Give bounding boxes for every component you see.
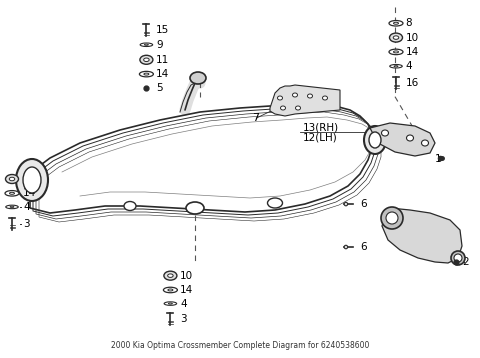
Ellipse shape <box>407 135 413 141</box>
Text: 9: 9 <box>156 40 163 50</box>
Ellipse shape <box>389 49 403 55</box>
Ellipse shape <box>9 177 15 181</box>
Text: 11: 11 <box>156 55 169 65</box>
Ellipse shape <box>23 167 41 193</box>
Ellipse shape <box>168 303 172 304</box>
Ellipse shape <box>124 202 136 211</box>
Text: 2000 Kia Optima Crossmember Complete Diagram for 6240538600: 2000 Kia Optima Crossmember Complete Dia… <box>111 341 369 350</box>
Polygon shape <box>370 123 435 156</box>
Ellipse shape <box>277 96 283 100</box>
Ellipse shape <box>421 140 429 146</box>
Ellipse shape <box>5 190 19 196</box>
Text: 15: 15 <box>156 25 169 35</box>
Ellipse shape <box>16 159 48 201</box>
Ellipse shape <box>308 94 312 98</box>
Ellipse shape <box>344 202 348 206</box>
Ellipse shape <box>382 130 388 136</box>
Ellipse shape <box>454 254 462 262</box>
Ellipse shape <box>144 58 149 62</box>
Text: 14: 14 <box>156 69 169 79</box>
Ellipse shape <box>163 287 178 293</box>
Text: 4: 4 <box>180 299 187 309</box>
Polygon shape <box>382 208 462 263</box>
Ellipse shape <box>386 212 398 224</box>
Text: 10: 10 <box>23 174 36 184</box>
Ellipse shape <box>394 51 398 53</box>
Text: 10: 10 <box>180 271 193 281</box>
Ellipse shape <box>389 33 403 42</box>
Text: 7: 7 <box>252 113 259 123</box>
Ellipse shape <box>144 73 149 75</box>
Ellipse shape <box>6 205 18 209</box>
Text: 5: 5 <box>156 83 163 93</box>
Ellipse shape <box>144 44 148 45</box>
Ellipse shape <box>393 36 399 39</box>
Text: 6: 6 <box>360 242 367 252</box>
Ellipse shape <box>394 22 398 24</box>
Text: 1: 1 <box>434 154 441 164</box>
Ellipse shape <box>190 72 206 84</box>
Ellipse shape <box>344 245 348 249</box>
Ellipse shape <box>390 64 402 68</box>
Ellipse shape <box>139 71 154 77</box>
Text: 10: 10 <box>406 33 419 43</box>
Ellipse shape <box>369 132 381 148</box>
Ellipse shape <box>168 289 173 291</box>
Ellipse shape <box>364 126 386 154</box>
Text: 4: 4 <box>406 61 412 71</box>
Polygon shape <box>270 85 340 116</box>
Ellipse shape <box>140 55 153 64</box>
Ellipse shape <box>381 207 403 229</box>
Ellipse shape <box>164 271 177 280</box>
Ellipse shape <box>394 66 398 67</box>
Text: 12(LH): 12(LH) <box>302 133 337 143</box>
Text: 16: 16 <box>406 78 419 88</box>
Ellipse shape <box>267 198 283 208</box>
Text: 8: 8 <box>406 18 412 28</box>
Text: 14: 14 <box>180 285 193 295</box>
Ellipse shape <box>451 251 465 265</box>
Ellipse shape <box>186 202 204 214</box>
Text: 14: 14 <box>406 47 419 57</box>
Ellipse shape <box>296 106 300 110</box>
Text: 3: 3 <box>23 219 30 229</box>
Ellipse shape <box>168 274 173 277</box>
Ellipse shape <box>5 174 19 184</box>
Ellipse shape <box>10 206 14 208</box>
Ellipse shape <box>389 20 403 26</box>
Ellipse shape <box>292 93 298 97</box>
Ellipse shape <box>323 96 327 100</box>
Ellipse shape <box>164 302 177 305</box>
Text: 13(RH): 13(RH) <box>302 122 338 132</box>
Text: 14: 14 <box>23 188 36 198</box>
Ellipse shape <box>140 43 153 47</box>
Text: 3: 3 <box>180 314 187 324</box>
Text: 2: 2 <box>462 257 469 267</box>
Ellipse shape <box>10 192 14 194</box>
Text: 6: 6 <box>360 199 367 209</box>
Text: 4: 4 <box>23 202 30 212</box>
Ellipse shape <box>280 106 286 110</box>
